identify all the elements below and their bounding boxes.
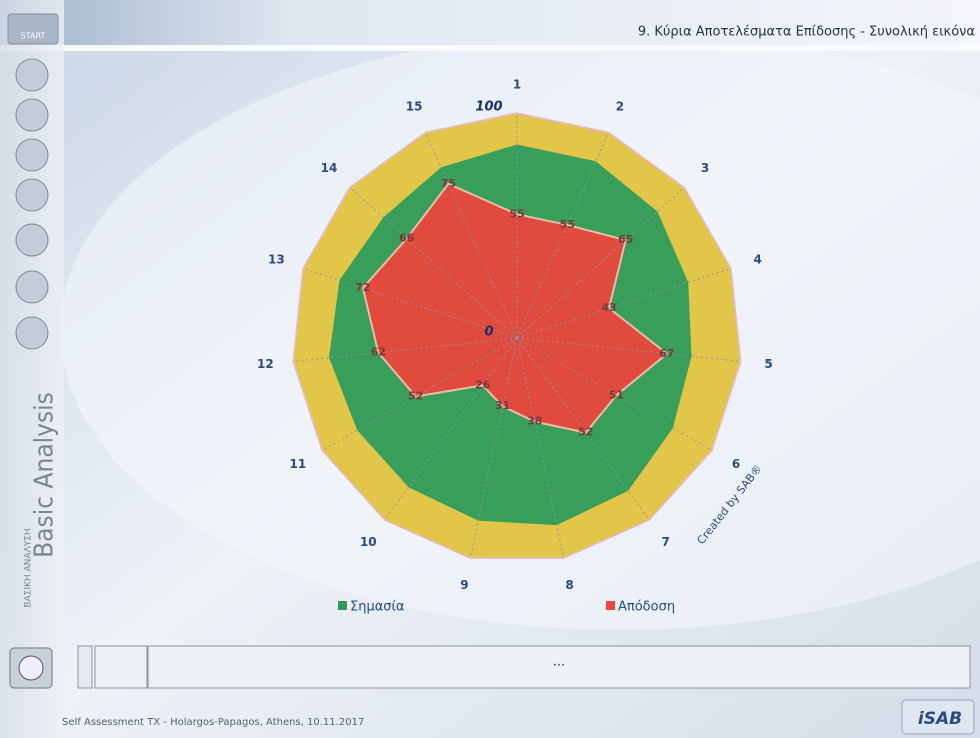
axis-label: 2 [616,99,624,113]
sidebar-subtitle: ΒΑΣΙΚΗ ΑΝΑΛΥΣΗ [24,528,34,607]
axis-label: 5 [764,357,772,371]
r-tick-label: 100 [475,100,502,115]
axis-label: 4 [753,252,761,266]
axis-label: 13 [268,252,285,266]
footer-text: Self Assessment TX - Holargos-Papagos, A… [62,717,364,728]
spinner[interactable] [77,645,93,689]
data-label: 66 [399,232,415,245]
data-label: 31 [495,399,510,412]
axis-label: 7 [662,535,670,549]
data-label: 51 [609,388,624,401]
axis-label: 8 [565,578,573,592]
header-title: 9. Κύρια Αποτελέσματα Επίδοσης - Συνολικ… [638,25,975,40]
legend-swatch [606,601,615,610]
data-label: 38 [527,415,542,428]
nav-icon[interactable] [15,98,49,132]
header-line [0,45,980,51]
data-label: 75 [441,177,456,190]
data-label: 65 [618,233,633,246]
status-box [147,645,971,689]
data-label: 55 [509,207,524,220]
nav-icon[interactable] [15,270,49,304]
axis-label: 10 [360,535,377,549]
data-label: 43 [601,301,616,314]
axis-label: 3 [701,161,709,175]
r-tick-label: 0 [484,325,493,340]
nav-icon[interactable] [15,316,49,350]
axis-label: 6 [732,457,740,471]
data-label: 52 [408,390,423,403]
axis-label: 1 [513,78,521,92]
axis-label: 14 [321,161,338,175]
start-label: START [21,32,46,41]
legend-swatch [338,601,347,610]
data-label: 62 [371,346,386,359]
sidebar-title: Basic Analysis [30,392,60,558]
grid-ring [292,112,742,559]
legend-label: Σημασία [350,600,405,615]
copy-icon [18,655,44,681]
data-label: 55 [560,218,575,231]
data-label: 52 [578,426,593,439]
nav-icons [15,58,49,350]
nav-icon[interactable] [15,223,49,257]
axis-label: 11 [290,457,307,471]
nav-icon[interactable] [15,178,49,212]
header-bar [0,0,980,45]
logo: iSAB [918,709,962,729]
logo-box [901,699,975,735]
series-area [361,182,669,434]
start-button[interactable] [7,13,59,45]
axis-label: 12 [257,357,274,371]
status-cell [94,645,148,689]
axis-label: 9 [460,578,468,592]
status-text: ... [553,655,565,670]
data-label: 26 [475,378,491,391]
legend-label: Απόδοση [618,600,675,615]
nav-icon[interactable] [15,138,49,172]
data-label: 72 [355,281,370,294]
nav-icon[interactable] [15,58,49,92]
axis-label: 15 [406,99,423,113]
data-label: 67 [659,347,674,360]
